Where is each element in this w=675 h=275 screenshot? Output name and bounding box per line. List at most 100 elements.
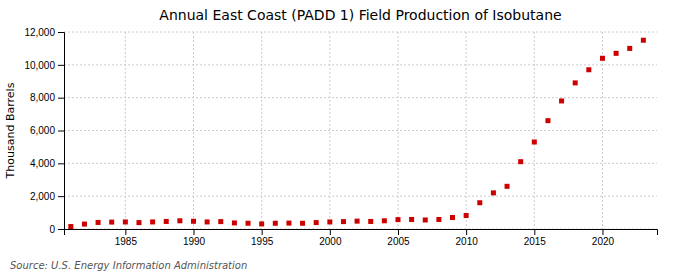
- x-tick-label: 2015: [524, 236, 547, 247]
- y-tick-label: 0: [49, 224, 55, 235]
- x-tick-mark: [125, 229, 126, 235]
- y-tick: 10,000: [24, 60, 64, 71]
- grid-line: [64, 97, 657, 98]
- y-tick: 12,000: [24, 27, 64, 38]
- x-tick-mark: [194, 229, 195, 235]
- point: [505, 184, 510, 189]
- point: [341, 219, 346, 224]
- x-tick-mark: [602, 229, 603, 235]
- x-tick-label: 2005: [387, 236, 410, 247]
- point: [450, 215, 455, 220]
- point: [491, 190, 496, 195]
- grid-line: [64, 32, 657, 33]
- point: [314, 220, 319, 225]
- point: [600, 56, 605, 61]
- x-tick: 2005: [387, 229, 410, 247]
- point: [368, 219, 373, 224]
- point: [218, 219, 223, 224]
- x-tick-label: 2000: [319, 236, 342, 247]
- y-axis-title: Thousand Barrels: [4, 82, 17, 179]
- point: [164, 219, 169, 224]
- x-tick-label: 1985: [115, 236, 138, 247]
- point: [123, 219, 128, 224]
- grid-line: [125, 32, 126, 229]
- point: [355, 219, 360, 224]
- y-tick-label: 10,000: [24, 60, 55, 71]
- grid-line: [534, 32, 535, 229]
- y-tick-mark: [58, 65, 64, 66]
- point: [273, 221, 278, 226]
- point: [573, 80, 578, 85]
- point: [477, 200, 482, 205]
- y-tick: 8,000: [30, 92, 64, 103]
- point: [518, 159, 523, 164]
- point: [614, 51, 619, 56]
- x-tick: 2000: [319, 229, 342, 247]
- y-axis: 0 2,000 4,000 6,000 8,000 10,000 12,000: [24, 27, 64, 235]
- y-tick: 0: [49, 224, 64, 235]
- y-tick-mark: [58, 196, 64, 197]
- x-tick-label: 1995: [251, 236, 274, 247]
- y-tick-label: 12,000: [24, 27, 55, 38]
- chart: 1985 1990 1995 2000 2005 2010 2015 2020 0 2,000 4,…: [0, 0, 675, 275]
- y-tick-label: 6,000: [30, 125, 55, 136]
- points: [68, 38, 646, 229]
- point: [436, 217, 441, 222]
- y-tick-mark: [58, 229, 64, 230]
- grid-line: [261, 32, 262, 229]
- point: [150, 219, 155, 224]
- point: [286, 221, 291, 226]
- x-tick-label: 2020: [592, 236, 615, 247]
- x-axis-line: [65, 230, 658, 236]
- y-tick-mark: [58, 32, 64, 33]
- grid-line: [602, 32, 603, 229]
- title: Annual East Coast (PADD 1) Field Product…: [159, 7, 561, 23]
- x-axis: 1985 1990 1995 2000 2005 2010 2015 2020: [65, 229, 658, 247]
- x-tick-mark: [534, 229, 535, 235]
- point: [177, 218, 182, 223]
- point: [464, 213, 469, 218]
- x-tick-mark: [398, 229, 399, 235]
- y-tick-mark: [58, 131, 64, 132]
- point: [259, 221, 264, 226]
- y-tick: 6,000: [30, 125, 64, 136]
- point: [300, 221, 305, 226]
- x-tick-label: 2010: [456, 236, 479, 247]
- y-tick: 2,000: [30, 191, 64, 202]
- point: [586, 67, 591, 72]
- point: [246, 221, 251, 226]
- point: [409, 217, 414, 222]
- grid: [64, 32, 657, 229]
- grid-line: [64, 130, 657, 131]
- point: [327, 219, 332, 224]
- grid-line: [397, 32, 398, 229]
- point: [232, 220, 237, 225]
- x-tick-mark: [330, 229, 331, 235]
- x-tick: 2015: [524, 229, 547, 247]
- point: [545, 118, 550, 123]
- point: [423, 217, 428, 222]
- point: [109, 220, 114, 225]
- x-tick-mark: [466, 229, 467, 235]
- y-tick-label: 4,000: [30, 158, 55, 169]
- point: [96, 220, 101, 225]
- y-tick: 4,000: [30, 158, 64, 169]
- point: [641, 38, 646, 43]
- x-tick: 1985: [115, 229, 138, 247]
- point: [627, 46, 632, 51]
- point: [68, 224, 73, 229]
- point: [205, 219, 210, 224]
- y-axis-line: [58, 33, 65, 230]
- y-tick-mark: [58, 163, 64, 164]
- x-tick-mark: [262, 229, 263, 235]
- x-tick-label: 1990: [183, 236, 206, 247]
- y-tick-label: 8,000: [30, 92, 55, 103]
- point: [395, 217, 400, 222]
- point: [136, 220, 141, 225]
- grid-line: [64, 64, 657, 65]
- grid-line: [193, 32, 194, 229]
- point: [82, 222, 87, 227]
- x-tick: 1995: [251, 229, 274, 247]
- plot: 1985 1990 1995 2000 2005 2010 2015 2020 0 2,000 4,…: [24, 27, 657, 247]
- grid-line: [64, 163, 657, 164]
